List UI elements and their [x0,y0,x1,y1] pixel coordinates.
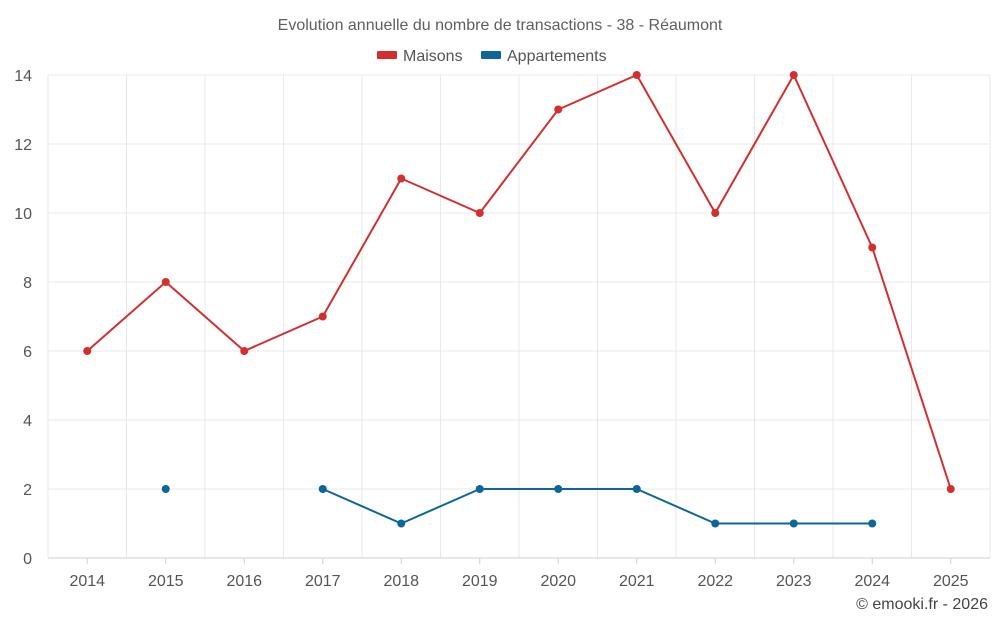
data-point-appartements-2017[interactable] [318,485,327,493]
x-tick-label-2017: 2017 [305,573,341,590]
data-point-maisons-2019[interactable] [475,209,484,217]
axes: 0 2 4 6 8 10 12 14 2014 2015 2016 2017 2018 2019 2020 2… [14,68,990,590]
y-tick-label-10: 10 [14,206,32,223]
data-point-maisons-2023[interactable] [789,71,798,79]
legend-swatch-appartements [481,51,501,59]
series-appartements [161,485,877,528]
x-tick-label-2014: 2014 [69,573,105,590]
data-point-maisons-2020[interactable] [554,105,563,114]
series [83,71,955,528]
legend-label-appartements[interactable]: Appartements [507,48,607,65]
chart-title: Evolution annuelle du nombre de transact… [278,17,723,34]
data-point-appartements-2020[interactable] [554,485,563,493]
data-point-appartements-2015[interactable] [161,485,170,493]
data-point-appartements-2022[interactable] [711,519,720,528]
data-point-appartements-2024[interactable] [868,519,877,528]
y-tick-label-6: 6 [23,344,32,361]
series-maisons [83,71,955,493]
y-tick-label-0: 0 [23,551,32,568]
series-line-appartements-1 [322,488,873,525]
data-point-maisons-2016[interactable] [240,347,249,355]
x-tick-label-2022: 2022 [697,573,733,590]
series-line-maisons-0 [86,74,952,490]
x-tick-label-2024: 2024 [854,573,890,590]
data-point-maisons-2025[interactable] [946,485,955,493]
data-point-maisons-2017[interactable] [318,312,327,321]
y-tick-label-8: 8 [23,275,32,292]
y-tick-label-2: 2 [23,482,32,499]
x-tick-label-2021: 2021 [619,573,655,590]
data-point-maisons-2022[interactable] [711,209,720,217]
credit-text: © emooki.fr - 2026 [856,596,988,613]
x-tick-label-2025: 2025 [933,573,969,590]
x-tick-label-2018: 2018 [383,573,419,590]
x-tick-label-2023: 2023 [776,573,812,590]
x-tick-label-2016: 2016 [226,573,262,590]
data-point-appartements-2019[interactable] [475,485,484,493]
data-point-maisons-2018[interactable] [397,174,406,183]
grid [47,74,991,558]
legend: Maisons Appartements [377,48,607,65]
legend-swatch-maisons [377,51,397,59]
data-point-maisons-2014[interactable] [83,347,92,355]
data-point-appartements-2021[interactable] [632,485,641,493]
data-point-maisons-2021[interactable] [632,71,641,79]
y-tick-label-12: 12 [14,137,32,154]
x-tick-label-2020: 2020 [540,573,576,590]
x-tick-label-2015: 2015 [148,573,184,590]
legend-label-maisons[interactable]: Maisons [403,48,463,65]
x-tick-label-2019: 2019 [462,573,498,590]
data-point-maisons-2024[interactable] [868,243,877,252]
y-tick-label-4: 4 [23,413,32,430]
y-tick-label-14: 14 [14,68,32,85]
data-point-maisons-2015[interactable] [161,278,170,286]
data-point-appartements-2023[interactable] [789,519,798,528]
data-point-appartements-2018[interactable] [397,519,406,528]
